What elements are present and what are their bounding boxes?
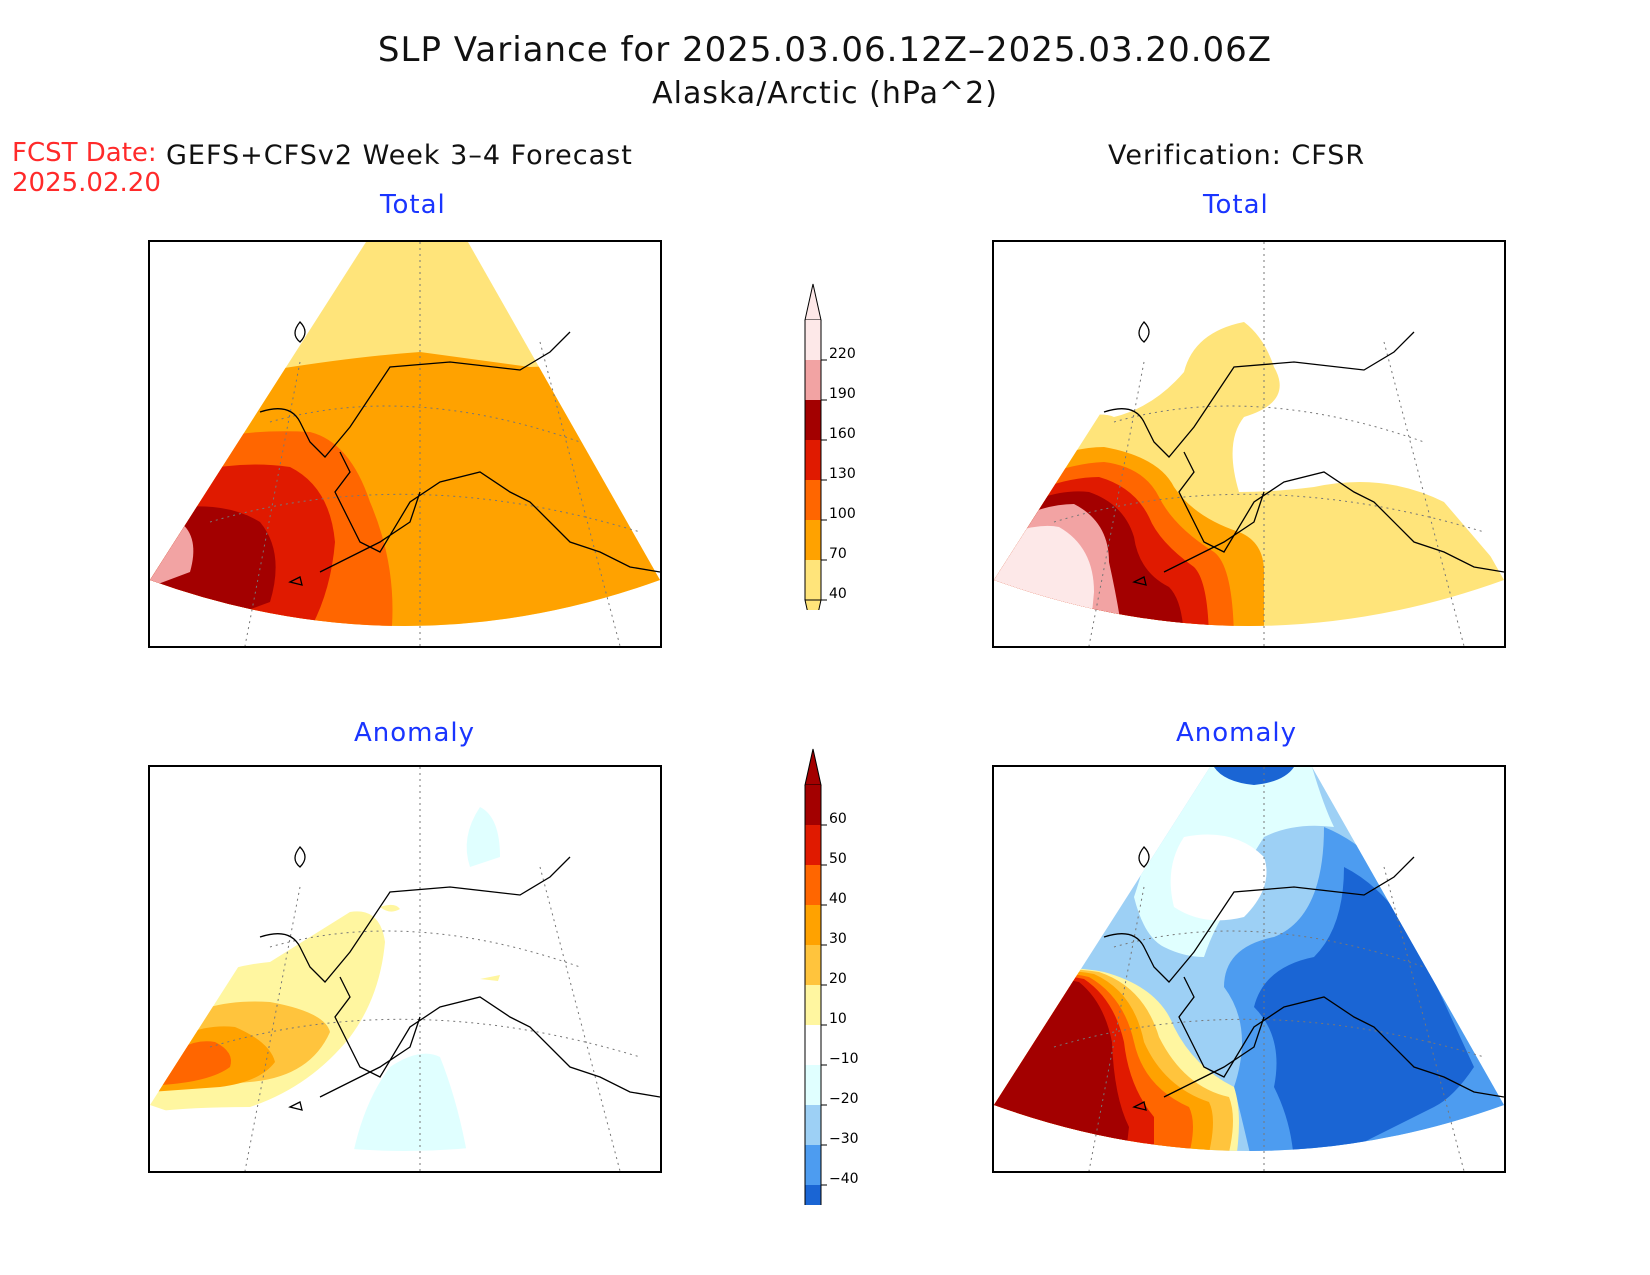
anomaly-colorbar-swatch — [805, 905, 821, 945]
anomaly-colorbar-swatch — [805, 1185, 821, 1205]
total-colorbar-tick-label: 130 — [829, 466, 856, 482]
anomaly-colorbar-swatch — [805, 785, 821, 825]
total-colorbar-tick-label: 220 — [829, 346, 856, 362]
forecast-anomaly-map — [148, 765, 662, 1173]
contour-10-20-small — [380, 904, 400, 912]
total-colorbar-swatch — [805, 320, 821, 360]
contour-above-220 — [994, 525, 1094, 626]
verification-total-map — [992, 240, 1506, 648]
total-colorbar-swatch — [805, 480, 821, 520]
anomaly-colorbar-swatch — [805, 1145, 821, 1185]
verification-total-shading — [994, 322, 1504, 626]
verification-total-title: Total — [1203, 190, 1269, 220]
contour-10-20-tiny — [480, 975, 500, 981]
anomaly-colorbar-swatch — [805, 1065, 821, 1105]
forecast-header: GEFS+CFSv2 Week 3–4 Forecast — [166, 140, 633, 171]
anomaly-colorbar-outline — [804, 785, 822, 1205]
forecast-anomaly-title: Anomaly — [354, 718, 476, 748]
anomaly-colorbar-tick-label: 20 — [829, 971, 847, 987]
anomaly-colorbar-tick-label: 50 — [829, 851, 847, 867]
total-colorbar-tick-label: 70 — [829, 546, 847, 562]
anomaly-colorbar-top-arrow — [804, 748, 822, 786]
anomaly-colorbar-swatch — [805, 945, 821, 985]
total-colorbar-bottom-arrow — [804, 599, 822, 610]
anomaly-colorbar-tick-label: 30 — [829, 931, 847, 947]
coastline — [259, 321, 660, 586]
total-colorbar-top-arrow — [804, 283, 822, 321]
main-subtitle: Alaska/Arctic (hPa^2) — [652, 76, 998, 111]
anomaly-colorbar-swatch — [805, 1105, 821, 1145]
total-colorbar-swatch — [805, 360, 821, 400]
graticule — [209, 767, 641, 1171]
forecast-anomaly-shading — [150, 807, 500, 1151]
forecast-total-shading — [150, 242, 660, 626]
anomaly-colorbar-tick-label: −30 — [829, 1131, 859, 1147]
total-colorbar-swatch — [805, 440, 821, 480]
graticule — [209, 242, 641, 646]
coastline — [259, 846, 660, 1111]
anomaly-colorbar: 60 50 40 30 20 10 −10 −20 −30 −40 — [804, 748, 859, 1205]
anomaly-colorbar-tick-label: −10 — [829, 1051, 859, 1067]
anomaly-colorbar-swatch — [805, 1025, 821, 1065]
verification-header: Verification: CFSR — [1108, 140, 1366, 171]
contour-below-neg40-north — [1214, 767, 1294, 785]
anomaly-colorbar-swatch — [805, 865, 821, 905]
anomaly-colorbar-swatch — [805, 985, 821, 1025]
total-colorbar-tick-label: 190 — [829, 386, 856, 402]
total-colorbar: 220 190 160 130 100 70 40 — [804, 283, 856, 610]
total-colorbar-swatch — [805, 520, 821, 560]
coastline — [1103, 846, 1504, 1111]
contour-neg10-neg20 — [466, 807, 500, 867]
anomaly-colorbar-tick-label: 60 — [829, 811, 847, 827]
anomaly-colorbar-tick-label: 10 — [829, 1011, 847, 1027]
contour-neutral — [1170, 834, 1267, 921]
anomaly-colorbar-tick-label: −20 — [829, 1091, 859, 1107]
total-colorbar-tick-label: 160 — [829, 426, 856, 442]
contour-neg10-neg20-south — [350, 1053, 470, 1151]
anomaly-colorbar-tick-label: −40 — [829, 1171, 859, 1187]
forecast-total-map — [148, 240, 662, 648]
graticule — [1053, 767, 1485, 1171]
contour-below-neg40 — [1254, 867, 1474, 1151]
main-title: SLP Variance for 2025.03.06.12Z–2025.03.… — [377, 30, 1273, 70]
total-colorbar-swatch — [805, 400, 821, 440]
verification-anomaly-title: Anomaly — [1176, 718, 1298, 748]
total-colorbar-swatch — [805, 560, 821, 600]
forecast-date: FCST Date: 2025.02.20 — [12, 138, 161, 198]
anomaly-colorbar-swatch — [805, 825, 821, 865]
anomaly-colorbar-tick-label: 40 — [829, 891, 847, 907]
total-colorbar-tick-label: 40 — [829, 586, 847, 602]
forecast-date-value: 2025.02.20 — [12, 168, 161, 198]
forecast-total-title: Total — [380, 190, 446, 220]
verification-anomaly-shading — [994, 767, 1504, 1151]
coastline — [1103, 321, 1504, 586]
forecast-date-label: FCST Date: — [12, 138, 157, 168]
graticule — [1053, 242, 1485, 646]
total-colorbar-tick-label: 100 — [829, 506, 856, 522]
total-colorbar-outline — [804, 320, 822, 600]
verification-anomaly-map — [992, 765, 1506, 1173]
